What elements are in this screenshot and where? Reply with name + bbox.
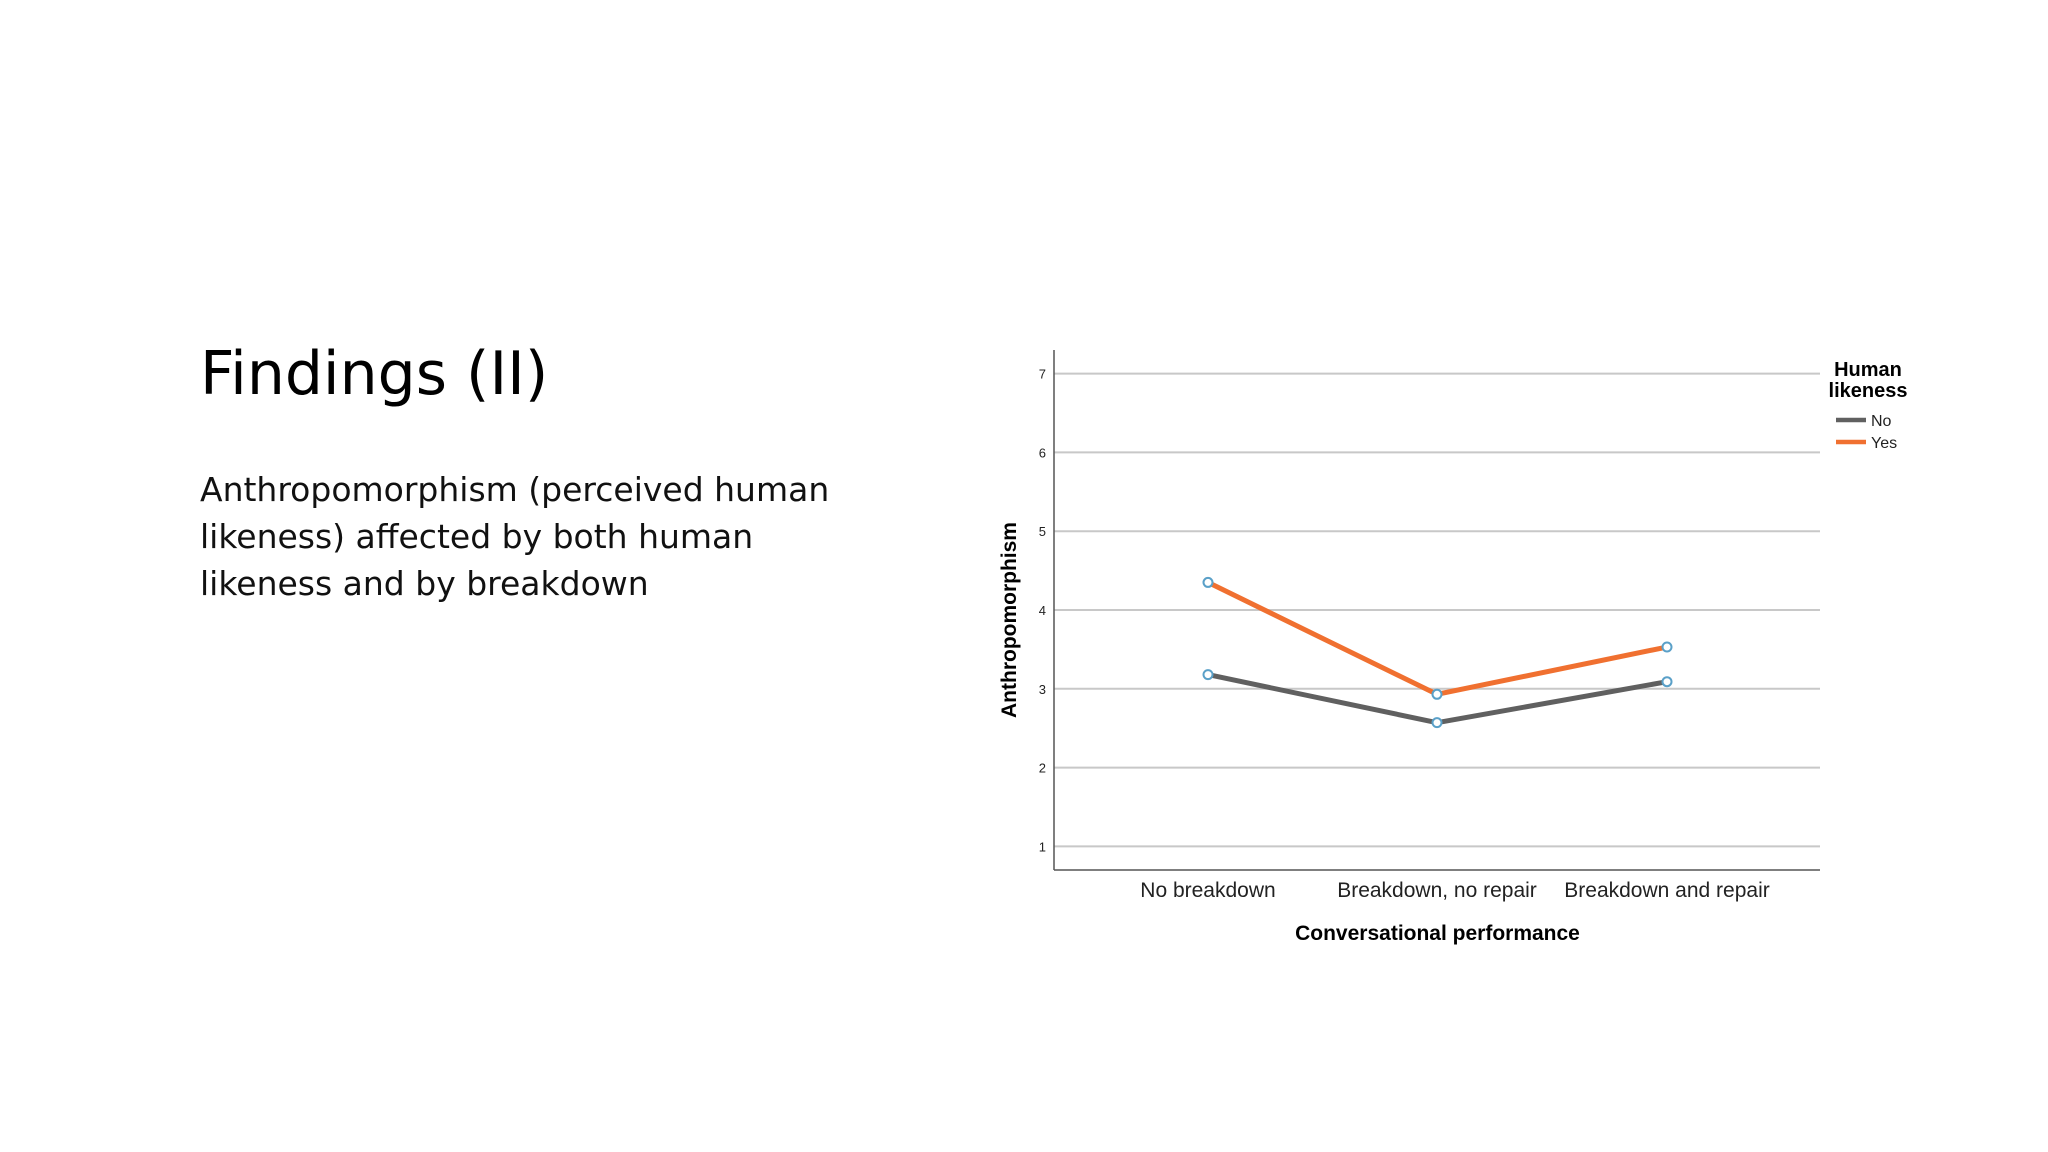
- y-tick-label: 2: [1039, 761, 1046, 776]
- x-axis-label: Conversational performance: [1295, 922, 1580, 945]
- legend-item-label: No: [1871, 413, 1892, 430]
- series-line-no: [1205, 672, 1670, 726]
- slide-body-text: Anthropomorphism (perceived human likene…: [200, 466, 840, 607]
- data-point-yes: [1661, 641, 1673, 653]
- slide-body-paragraph: Anthropomorphism (perceived human likene…: [200, 470, 830, 603]
- x-category-label: Breakdown, no repair: [1337, 879, 1537, 902]
- y-tick-label: 6: [1039, 445, 1046, 460]
- axes: [1053, 350, 1820, 871]
- legend-item-label: Yes: [1871, 435, 1897, 452]
- y-tick-label: 1: [1039, 839, 1046, 854]
- y-tick-label: 5: [1039, 524, 1046, 539]
- y-tick-label: 4: [1039, 603, 1046, 618]
- y-axis-label: Anthropomorphism: [998, 522, 1021, 718]
- data-point-no: [1661, 676, 1673, 688]
- data-point-yes: [1431, 688, 1443, 700]
- x-category-label: Breakdown and repair: [1564, 879, 1769, 902]
- y-tick-label: 7: [1039, 367, 1046, 382]
- slide-title: Findings (II): [200, 339, 549, 409]
- y-axis-ticks: 1 2 3 4 5 6 7: [1039, 367, 1046, 855]
- x-axis-categories: No breakdown Breakdown, no repair Breakdow…: [1140, 879, 1769, 902]
- data-point-no: [1431, 717, 1443, 729]
- legend-title: likeness: [1829, 380, 1908, 402]
- data-point-yes: [1202, 576, 1214, 588]
- series-lines: [1205, 579, 1670, 726]
- legend-title: Human: [1834, 359, 1902, 381]
- gridlines: [1054, 372, 1820, 848]
- series-line-yes: [1205, 579, 1670, 697]
- data-point-no: [1202, 669, 1214, 681]
- y-tick-label: 3: [1039, 682, 1046, 697]
- series-markers: [1202, 576, 1673, 729]
- x-category-label: No breakdown: [1140, 879, 1275, 902]
